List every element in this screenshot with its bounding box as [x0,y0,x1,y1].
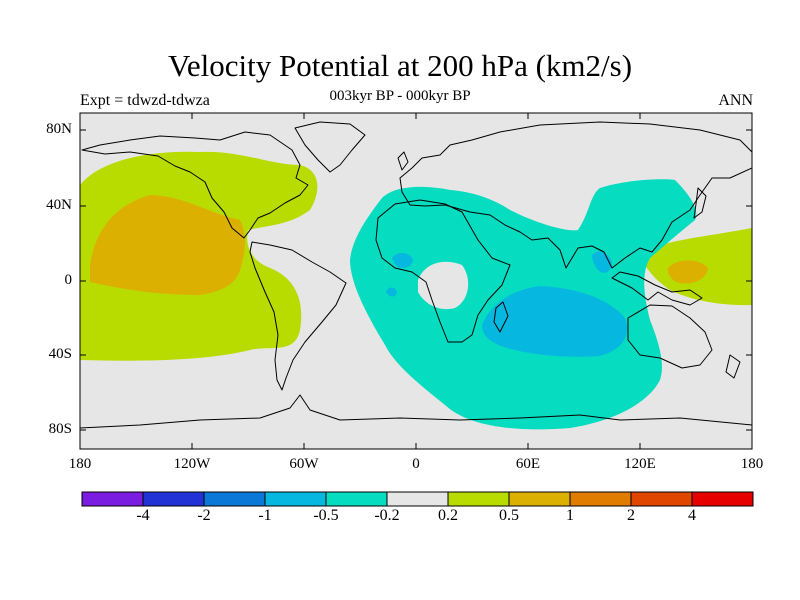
lat-tick-label: 80S [48,421,72,437]
lon-tick-label: 60E [515,456,541,472]
colorbar-swatch [142,491,205,507]
plot-area [79,112,753,450]
coastlines [80,121,752,429]
lon-tick-label: 0 [412,456,420,472]
colorbar-swatch [569,491,632,507]
coastline-africa [375,199,511,343]
coastline-north-america [81,131,309,239]
coastline-japan [693,187,707,219]
colorbar-swatch [203,491,266,507]
colorbar-swatch [447,491,510,507]
colorbar-label: 2 [627,507,635,524]
map-subtitle: 003kyr BP - 000kyr BP [329,88,471,104]
colorbar-swatch [264,491,327,507]
contour-pacific-positive-mid [90,195,245,295]
lon-tick-label: 180 [68,456,92,472]
coastline-maritime-continent [611,271,703,306]
lon-tick-label: 180 [740,456,764,472]
coastline-australia [627,304,713,369]
contour-wpacific-positive-mid [667,260,708,284]
colorbar-label: 0.2 [438,507,458,524]
lon-tick-label: 120W [173,456,211,472]
contour-guinea-negative-mid [392,252,413,268]
coastline-uk [397,151,409,171]
colorbar-label: -4 [136,507,150,524]
axis-ticks [79,113,753,449]
contour-bengal-negative-mid [592,251,612,273]
lat-tick-label: 80N [46,121,72,137]
experiment-label: Expt = tdwzd-tdwza [80,92,210,109]
colorbar-label: -2 [197,507,211,524]
colorbar-swatch [630,491,693,507]
coastline-antarctica [80,394,752,429]
colorbar-label: 1 [566,507,574,524]
contour-africa-gap [418,261,469,310]
contour-atlantic-negative-mid [386,287,397,297]
colorbar-swatch [691,491,754,507]
colorbar-swatch [81,491,144,507]
coastline-new-zealand [725,354,741,379]
lat-tick-label: 40N [46,197,72,213]
colorbar-label: -1 [258,507,272,524]
colorbar-swatch [386,491,449,507]
colorbar-swatch [325,491,388,507]
lat-tick-label: 40S [48,346,72,362]
map-title: Velocity Potential at 200 hPa (km2/s) [167,48,633,83]
coastline-greenland [294,121,366,173]
season-label: ANN [718,92,753,109]
lon-tick-label: 60W [289,456,319,472]
colorbar-swatch [508,491,571,507]
colorbar-label: 4 [688,507,696,524]
coastline-eurasia [399,121,752,269]
colorbar-label: 0.5 [499,507,519,524]
coastline-madagascar [493,301,509,333]
colorbar [81,491,754,507]
contour-indian-negative-mid [482,286,628,357]
coastline-south-america [249,241,347,391]
colorbar-label: -0.5 [313,507,339,524]
colorbar-label: -0.2 [374,507,400,524]
lat-tick-label: 0 [64,272,73,288]
lon-tick-label: 120E [624,456,656,472]
